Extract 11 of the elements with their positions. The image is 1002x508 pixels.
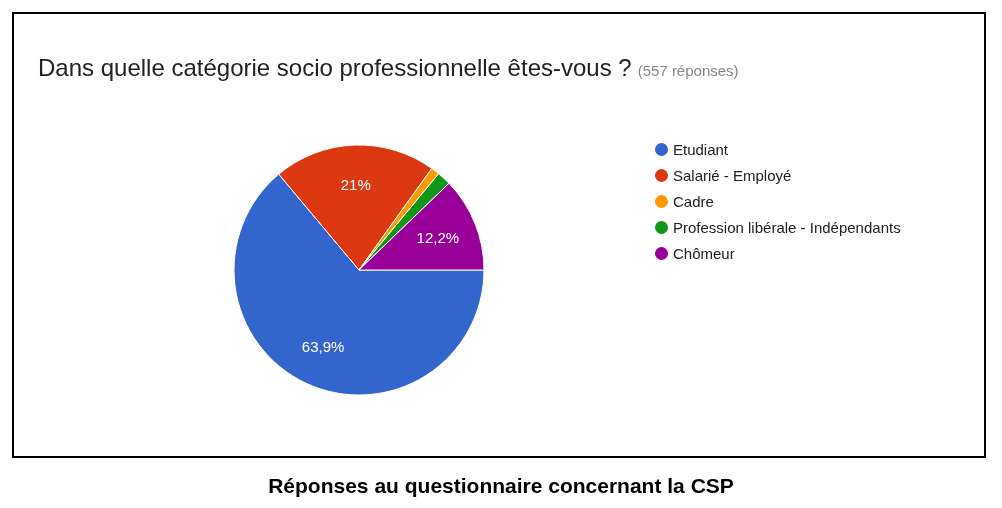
data-label: 63,9% <box>301 338 345 356</box>
legend-label: Chômeur <box>673 244 735 262</box>
chart-subtitle: (557 réponses) <box>637 62 739 79</box>
legend-label: Etudiant <box>673 140 729 158</box>
data-label: 12,2% <box>416 229 460 247</box>
text: Réponses au questionnaire concernant la CSP <box>267 474 735 498</box>
data-label: 21% <box>340 176 371 194</box>
legend-label: Cadre <box>673 192 714 210</box>
legend-label: Salarié - Employé <box>673 166 792 184</box>
chart-title: Dans quelle catégorie socio professionnelle êtes-vous ? <box>38 54 632 81</box>
legend-label: Profession libérale - Indépendants <box>673 218 901 236</box>
